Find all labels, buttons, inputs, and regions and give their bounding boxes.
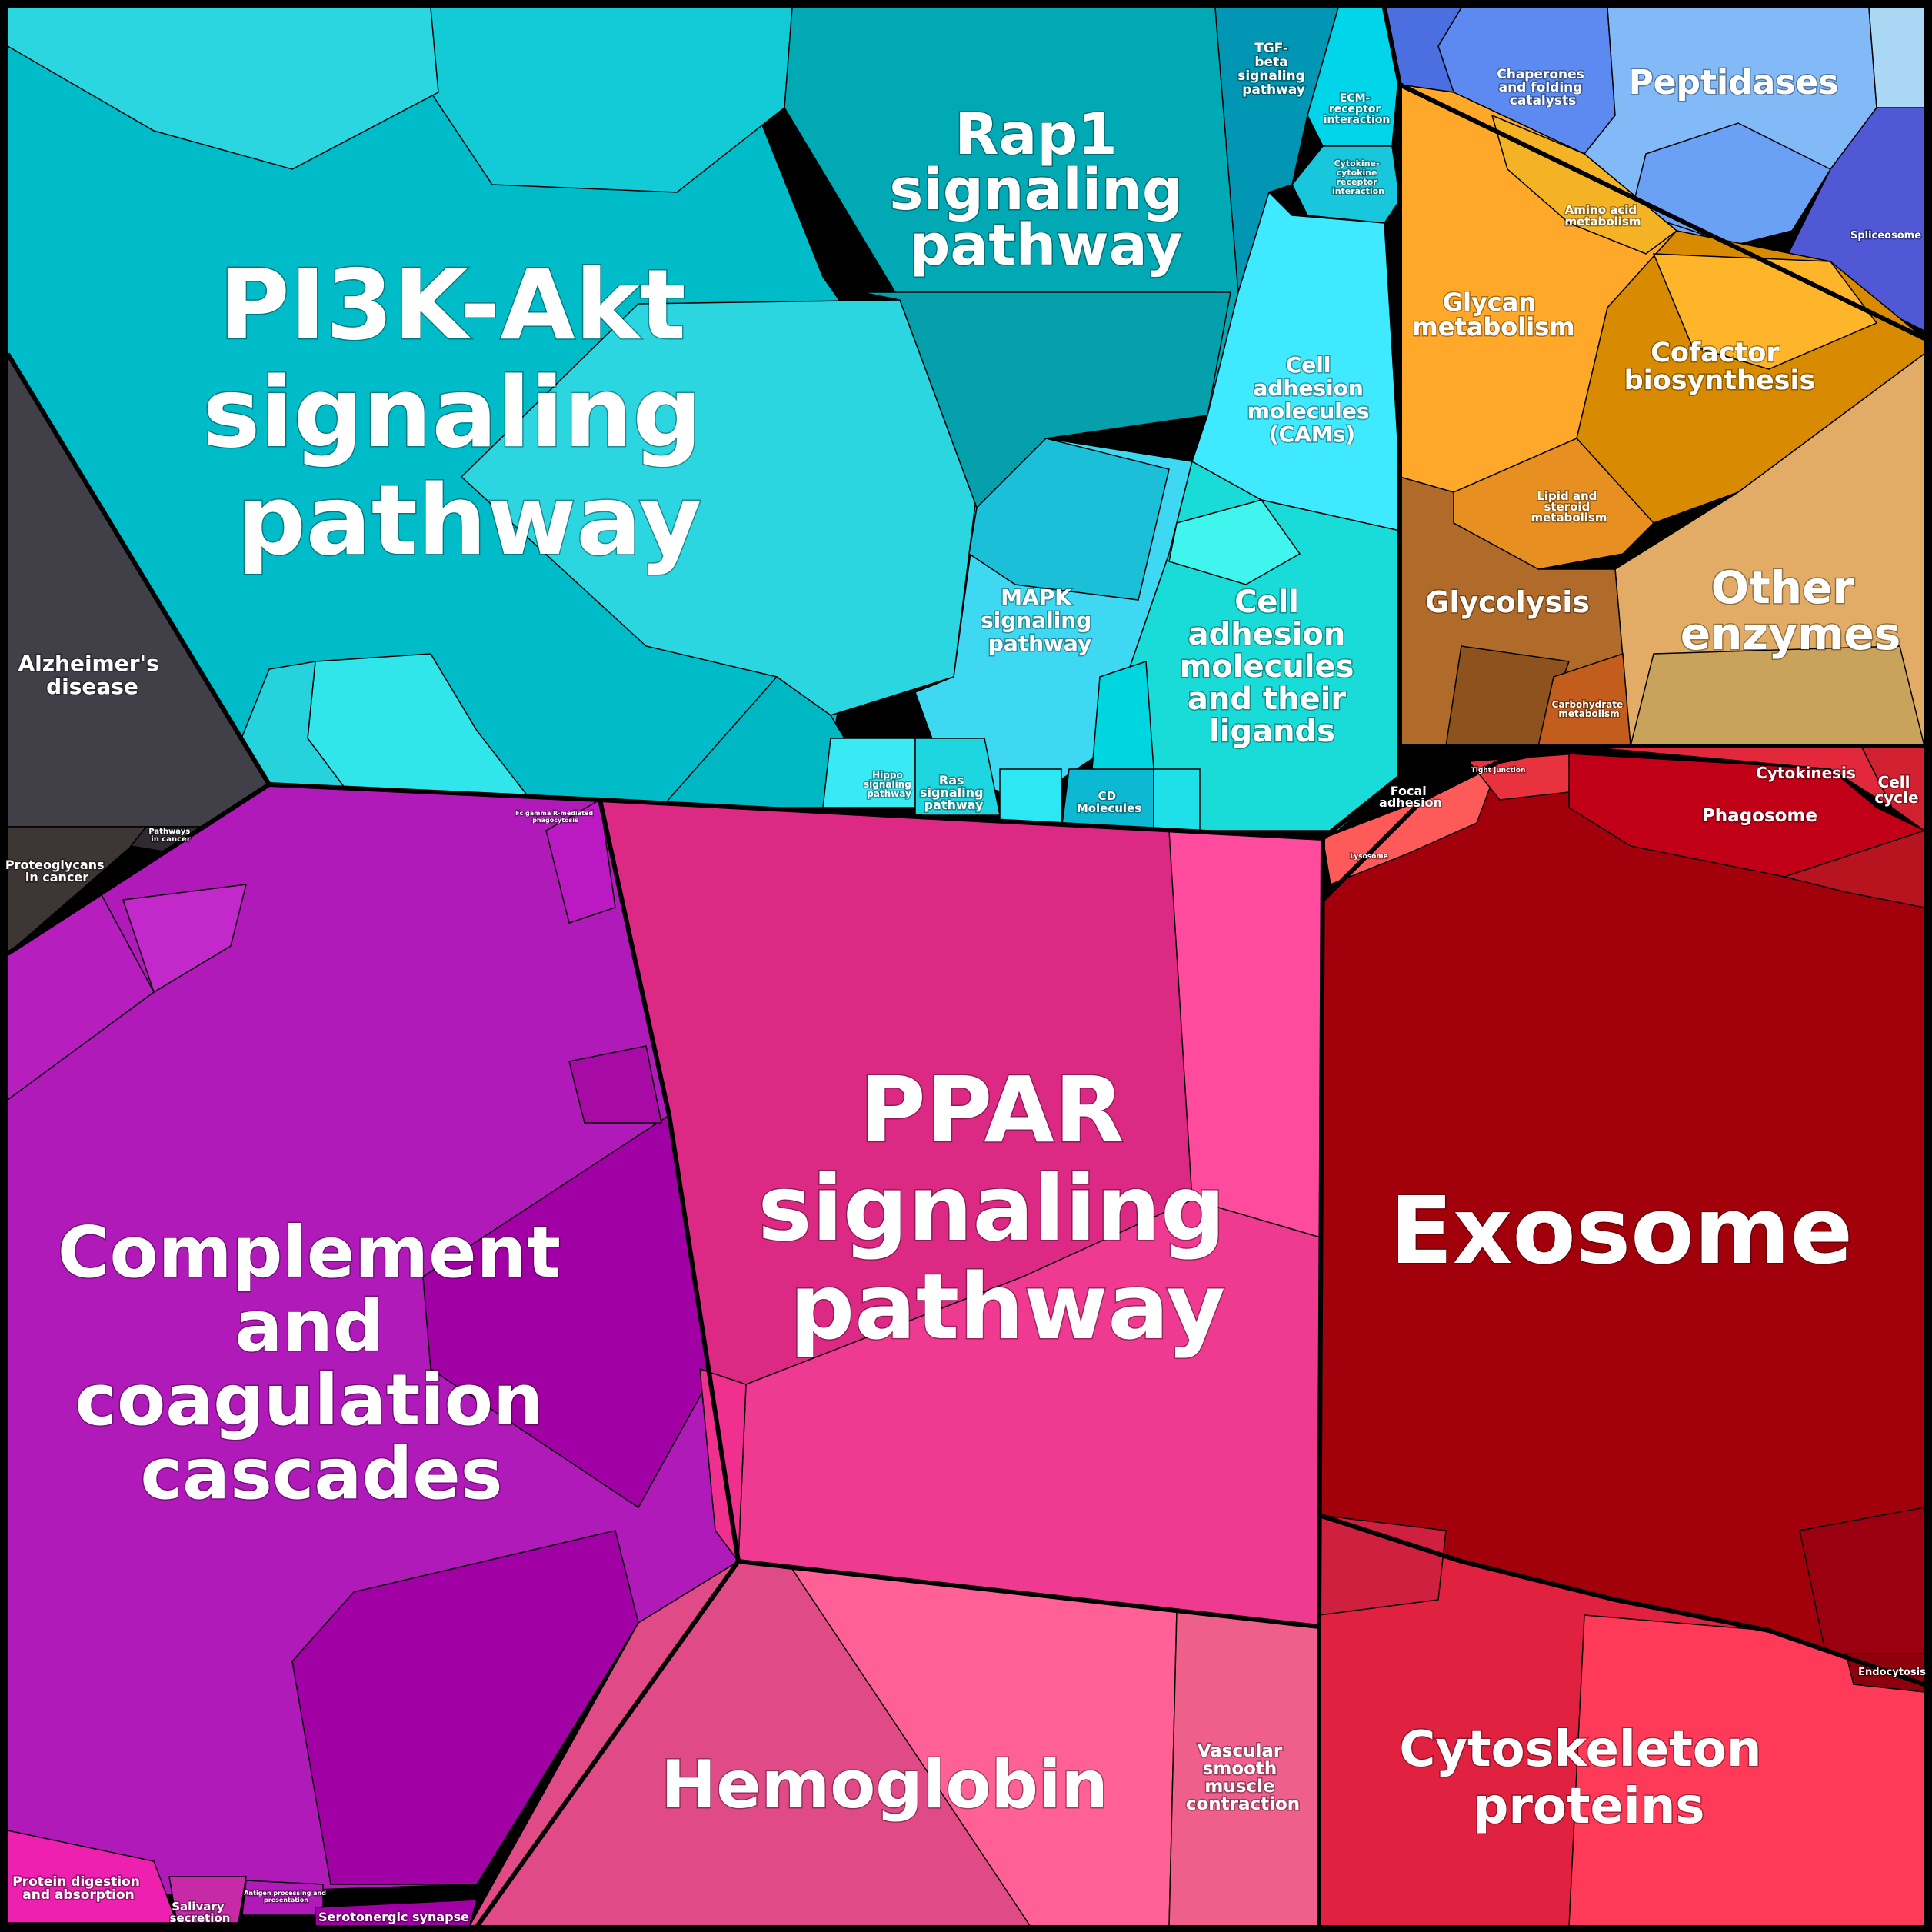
- label-cell-cycle: Cell cycle: [1874, 773, 1918, 807]
- label-antigen: Antigen processing and presentation: [244, 1890, 328, 1904]
- label-hemoglobin: Hemoglobin: [661, 1747, 1108, 1824]
- label-chaperones: Chaperones and folding catalysts: [1497, 67, 1589, 108]
- label-alzheimers: Alzheimer's disease: [18, 651, 166, 699]
- label-phagosome: Phagosome: [1702, 806, 1817, 826]
- label-vascular: Vascular smooth muscle contraction: [1186, 1741, 1300, 1814]
- label-cofactor: Cofactor biosynthesis: [1624, 338, 1816, 396]
- label-endocytosis: Endocytosis: [1858, 1667, 1926, 1678]
- label-ecm: ECM- receptor interaction: [1324, 92, 1391, 126]
- cell-salivary[interactable]: [168, 1876, 247, 1924]
- group-disease: [7, 351, 271, 955]
- label-lipid: Lipid and steroid metabolism: [1531, 489, 1607, 525]
- label-other-enzymes: Other enzymes: [1681, 561, 1901, 660]
- group-ppar: [468, 799, 1324, 1927]
- border-dark: [6, 782, 271, 956]
- label-ppar: PPAR signaling pathway: [758, 1057, 1257, 1360]
- cell-cytoskeleton-sub[interactable]: [1568, 1614, 1925, 1927]
- label-tight-junction: Tight junction: [1471, 767, 1526, 774]
- label-fc-gamma: Fc gamma R-mediated phagocytosis: [515, 810, 595, 824]
- label-glycolysis: Glycolysis: [1425, 585, 1590, 619]
- group-immune: [7, 784, 739, 1927]
- label-protein-digestion: Protein digestion and absorption: [12, 1874, 145, 1903]
- cell-cofactor-sub[interactable]: [1652, 253, 1878, 370]
- label-glycan: Glycan metabolism: [1412, 288, 1574, 341]
- cell-complement-sub-5[interactable]: [568, 1045, 662, 1124]
- label-pathways-cancer: Pathways in cancer: [148, 828, 192, 844]
- cell-phagosome[interactable]: [1568, 753, 1926, 878]
- label-cd-molecules: CD Molecules: [1077, 789, 1141, 815]
- cell-other-enzymes-sub[interactable]: [1630, 645, 1925, 747]
- label-hippo: Hippo signaling pathway: [864, 770, 914, 799]
- label-serotonergic: Serotonergic synapse: [318, 1910, 469, 1924]
- cell-complement-sub-3[interactable]: [122, 884, 247, 994]
- label-cam-ligands: Cell adhesion molecules and their ligand…: [1180, 585, 1365, 749]
- cell-small-cyan-1[interactable]: [1091, 660, 1154, 770]
- cell-pi3k-akt-sub-6[interactable]: [660, 675, 854, 808]
- label-cytokinesis: Cytokinesis: [1756, 764, 1856, 782]
- cell-cam-ligands-sub[interactable]: [1168, 499, 1301, 585]
- cell-complement-sub-2[interactable]: [291, 1530, 639, 1885]
- group-cellular: [1318, 745, 1926, 1927]
- cell-chromosome[interactable]: [1868, 7, 1925, 108]
- cell-small-cyan-2[interactable]: [1153, 768, 1201, 831]
- border-cytoskeleton: [1318, 1513, 1925, 1687]
- label-focal: Focal adhesion: [1379, 784, 1442, 810]
- label-cytokine: Cytokine- cytokine receptor interaction: [1332, 158, 1384, 196]
- label-cams: Cell adhesion molecules (CAMs): [1247, 352, 1377, 447]
- label-tgf-beta: TGF- beta signaling pathway: [1237, 41, 1310, 98]
- border-red-internal: [1321, 744, 1577, 902]
- label-lysosome: Lysosome: [1350, 853, 1388, 861]
- label-complement: Complement and coagulation cascades: [58, 1211, 585, 1515]
- label-exosome: Exosome: [1390, 1178, 1853, 1285]
- label-ras: Ras signaling pathway: [920, 773, 988, 812]
- label-pi3k-akt: PI3K-Akt signaling pathway: [202, 248, 735, 577]
- cell-mapk-sub[interactable]: [968, 438, 1170, 601]
- cell-cytoskeleton-sub-2[interactable]: [1318, 1514, 1447, 1616]
- cell-proteoglycans[interactable]: [7, 826, 156, 955]
- label-amino-acid: Amino acid metabolism: [1565, 203, 1641, 228]
- group-signaling: [7, 7, 1401, 831]
- label-mapk: MAPK signaling pathway: [981, 585, 1099, 656]
- label-carbohydrate: Carbohydrate metabolism: [1552, 699, 1627, 719]
- label-peptidases: Peptidases: [1628, 63, 1838, 102]
- label-salivary: Salivary secretion: [170, 1900, 231, 1925]
- cell-small-cyan-3[interactable]: [999, 768, 1062, 824]
- cell-pi3k-akt-sub-2[interactable]: [7, 7, 439, 170]
- labels: PI3K-Akt signaling pathway Rap1 signalin…: [4, 40, 1927, 1927]
- label-proteoglycans: Proteoglycans in cancer: [5, 858, 108, 884]
- border-metabolism: [1398, 82, 1926, 341]
- group-metabolism: [1399, 84, 1925, 747]
- label-cytoskeleton: Cytoskeleton proteins: [1399, 1721, 1778, 1835]
- border-immune: [475, 799, 741, 1928]
- label-spliceosome: Spliceosome: [1850, 230, 1921, 242]
- label-rap1: Rap1 signaling pathway: [889, 102, 1202, 278]
- cell-complement-sub-4[interactable]: [545, 798, 616, 924]
